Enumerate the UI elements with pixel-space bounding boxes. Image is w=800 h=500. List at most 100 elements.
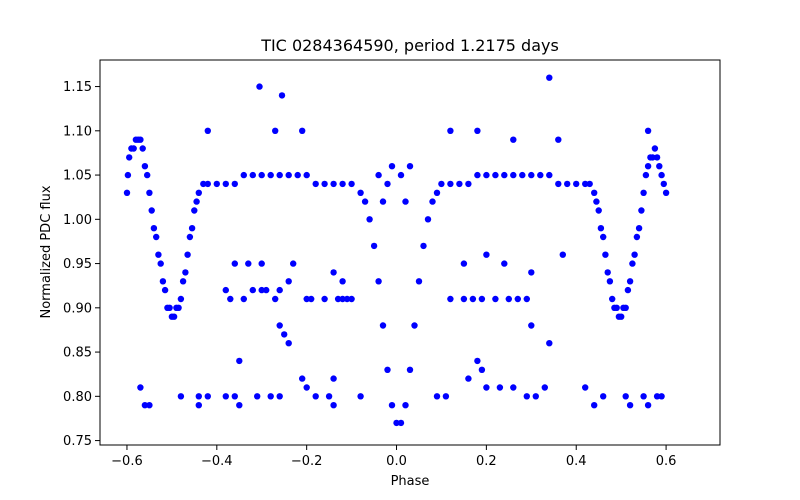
data-point (456, 180, 463, 188)
data-point (263, 286, 270, 294)
data-point (186, 233, 194, 241)
data-point (222, 286, 229, 294)
data-point (258, 171, 265, 179)
data-point (582, 180, 589, 188)
data-point (510, 136, 517, 143)
data-point (505, 295, 512, 303)
data-point (528, 269, 535, 276)
data-point (658, 393, 665, 400)
data-point (175, 304, 182, 311)
data-point (483, 384, 490, 391)
data-point (559, 251, 566, 258)
data-point (325, 393, 333, 400)
data-point (573, 180, 580, 188)
data-point (281, 331, 288, 338)
data-point (126, 154, 133, 161)
data-point (159, 278, 167, 285)
data-point (523, 295, 530, 303)
y-tick-label: 0.80 (63, 390, 92, 405)
data-point (130, 145, 137, 152)
data-point (137, 384, 144, 391)
data-point (179, 278, 187, 285)
data-point (644, 163, 652, 170)
data-point (609, 295, 616, 303)
x-tick-label: 0.4 (566, 454, 587, 469)
x-tick-label: −0.2 (291, 454, 323, 469)
data-point (644, 402, 652, 409)
chart-title: TIC 0284364590, period 1.2175 days (260, 36, 559, 55)
data-point (653, 154, 661, 161)
data-point (492, 295, 499, 303)
data-point (644, 127, 652, 134)
data-point (182, 269, 189, 276)
data-point (433, 393, 441, 400)
data-point (402, 402, 409, 409)
data-point (240, 171, 247, 179)
data-point (384, 366, 391, 373)
data-point (357, 393, 364, 400)
data-point (591, 402, 598, 409)
data-point (606, 278, 614, 285)
data-point (622, 304, 629, 311)
data-point (276, 393, 283, 400)
data-point (478, 295, 486, 303)
data-point (420, 242, 427, 250)
data-point (626, 278, 634, 285)
data-point (161, 286, 169, 294)
data-point (465, 375, 472, 382)
data-point (375, 278, 382, 285)
data-point (415, 278, 423, 285)
data-point (438, 180, 445, 188)
data-point (474, 171, 481, 179)
x-tick-label: 0.0 (386, 454, 407, 469)
data-point (649, 154, 656, 161)
data-point (483, 171, 490, 179)
data-point (357, 189, 364, 196)
data-point (406, 163, 414, 170)
x-tick-label: 0.6 (656, 454, 677, 469)
data-point (285, 340, 292, 347)
data-point (492, 171, 499, 179)
y-tick-label: 1.10 (63, 124, 92, 139)
data-point (638, 207, 645, 214)
data-point (474, 357, 481, 365)
data-point (272, 127, 279, 134)
data-point (651, 145, 659, 152)
data-point (303, 384, 310, 391)
data-point (231, 260, 238, 267)
y-tick-label: 0.85 (63, 346, 92, 361)
data-point (141, 402, 149, 409)
data-point (447, 180, 454, 188)
data-point (523, 393, 530, 400)
data-point (635, 225, 643, 232)
data-point (528, 322, 535, 329)
data-point (321, 180, 328, 188)
x-axis-ticks: −0.6 −0.4 −0.2 0.0 0.2 0.4 0.6 (111, 445, 676, 469)
data-point (622, 393, 629, 400)
data-point (348, 295, 355, 303)
data-point (411, 322, 418, 329)
data-point (514, 295, 521, 303)
data-point (236, 402, 243, 409)
x-axis-label: Phase (391, 474, 430, 489)
data-point (339, 180, 346, 188)
data-point (595, 207, 602, 214)
data-point (460, 260, 468, 267)
data-point (593, 198, 600, 205)
data-point (465, 180, 472, 188)
data-point (613, 304, 620, 311)
data-point (285, 171, 292, 179)
data-point (200, 180, 207, 188)
data-point (393, 419, 400, 427)
data-point (343, 295, 351, 303)
data-point (148, 207, 155, 214)
data-point (447, 127, 454, 134)
data-point (586, 180, 593, 188)
data-point (474, 127, 481, 134)
data-point (339, 278, 346, 285)
data-point (433, 189, 441, 196)
data-point (231, 180, 238, 188)
x-tick-label: 0.2 (476, 454, 497, 469)
data-point (660, 180, 667, 188)
